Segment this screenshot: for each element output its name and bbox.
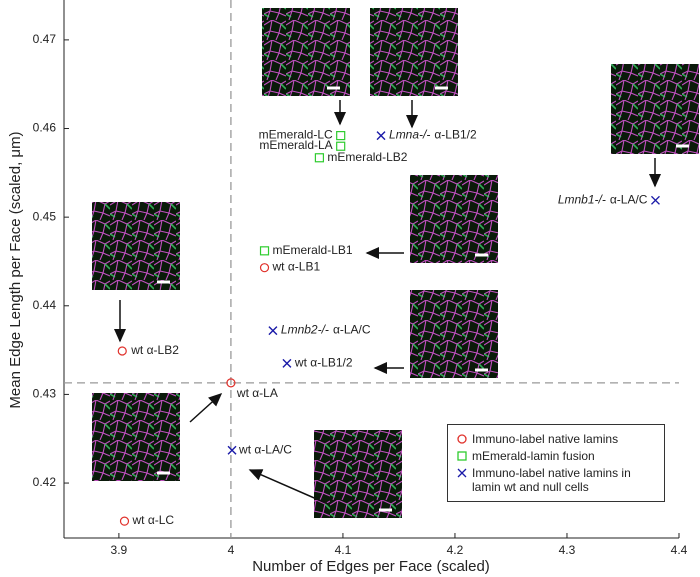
point-label-text: wt α-LA: [236, 386, 278, 400]
inset-image: [262, 8, 350, 96]
legend-label: Immuno-label native lamins in lamin wt a…: [472, 466, 631, 494]
legend-marker: [457, 468, 467, 478]
point-label: Lmnb1-/- α-LA/C: [558, 192, 648, 206]
point-label-text: wt α-LB1/2: [294, 356, 353, 370]
point: [259, 246, 270, 256]
legend-glyph: [457, 468, 467, 478]
point-label: mEmerald-LB1: [273, 243, 353, 257]
point: [282, 358, 292, 368]
point-label: Lmna-/- α-LB1/2: [389, 128, 477, 142]
point: [226, 378, 236, 388]
x-tick-label: 4.2: [447, 543, 464, 557]
y-tick-label: 0.44: [33, 298, 57, 312]
point-label-text: wt α-LB2: [130, 343, 179, 357]
point-label-text: α-LA/C: [610, 192, 648, 206]
point-label-text: mEmerald-LB1: [273, 243, 353, 257]
point-label: wt α-LA/C: [238, 442, 292, 456]
y-tick-label: 0.43: [33, 387, 57, 401]
arrows: [114, 100, 661, 505]
point-label: mEmerald-LC: [259, 128, 333, 142]
point: [314, 153, 325, 163]
x-tick-label: 4: [228, 543, 235, 557]
legend-glyph: [457, 434, 467, 444]
legend-label: Immuno-label native lamins: [472, 432, 619, 446]
point-label-text: mEmerald-LB2: [327, 150, 407, 164]
point-label: mEmerald-LA: [259, 138, 332, 152]
x-tick-label: 4.3: [559, 543, 576, 557]
genotype-label: Lmna-/-: [389, 128, 430, 142]
point-label-text: α-LB1/2: [434, 128, 477, 142]
point-label: mEmerald-LB2: [327, 150, 407, 164]
arrow: [189, 392, 223, 423]
point: [117, 346, 127, 356]
point-label-text: mEmerald-LC: [259, 128, 333, 142]
inset-image: [611, 64, 699, 154]
legend-entry: Immuno-label native lamins: [456, 432, 656, 446]
insets: [92, 8, 699, 518]
genotype-label: Lmnb1-/-: [558, 192, 606, 206]
point-label-text: mEmerald-LA: [259, 138, 332, 152]
y-tick-label: 0.42: [33, 475, 57, 489]
point: [336, 131, 346, 141]
point-label: wt α-LB2: [130, 343, 179, 357]
x-tick-label: 4.1: [335, 543, 352, 557]
genotype-label: Lmnb2-/-: [281, 323, 329, 337]
point: [376, 131, 386, 141]
inset-image: [314, 430, 402, 518]
inset-image: [92, 393, 180, 481]
point: [227, 445, 237, 455]
point-label: wt α-LB1: [272, 260, 321, 274]
legend-entry: mEmerald-lamin fusion: [456, 449, 656, 463]
legend-marker: [457, 434, 467, 444]
x-tick-label: 3.9: [111, 543, 128, 557]
point: [268, 326, 278, 336]
point-label-text: wt α-LC: [131, 513, 174, 527]
y-axis-label: Mean Edge Length per Face (scaled, μm): [7, 131, 24, 408]
inset-image: [410, 175, 498, 263]
inset-image: [410, 290, 498, 378]
point: [650, 195, 660, 205]
point: [119, 516, 130, 526]
x-tick-label: 4.4: [671, 543, 688, 557]
point-label-text: α-LA/C: [333, 323, 371, 337]
x-axis-label: Number of Edges per Face (scaled): [252, 558, 490, 575]
legend-label: mEmerald-lamin fusion: [472, 449, 595, 463]
point-label: wt α-LC: [131, 513, 174, 527]
legend-marker: [457, 451, 467, 461]
point: [259, 263, 270, 273]
legend-glyph: [457, 451, 467, 461]
arrow: [248, 469, 329, 505]
inset-image: [370, 8, 458, 96]
point: [336, 141, 346, 151]
point-label: wt α-LB1/2: [294, 356, 353, 370]
y-tick-label: 0.46: [33, 121, 57, 135]
point-label-text: wt α-LB1: [272, 260, 321, 274]
point-label-text: wt α-LA/C: [238, 442, 292, 456]
inset-image: [92, 202, 180, 290]
legend: Immuno-label native lamins mEmerald-lamin…: [447, 424, 665, 502]
point-label: wt α-LA: [236, 386, 278, 400]
legend-entry: Immuno-label native lamins in lamin wt a…: [456, 466, 656, 494]
point-label: Lmnb2-/- α-LA/C: [281, 323, 371, 337]
y-tick-label: 0.45: [33, 209, 57, 223]
y-tick-label: 0.47: [33, 32, 57, 46]
